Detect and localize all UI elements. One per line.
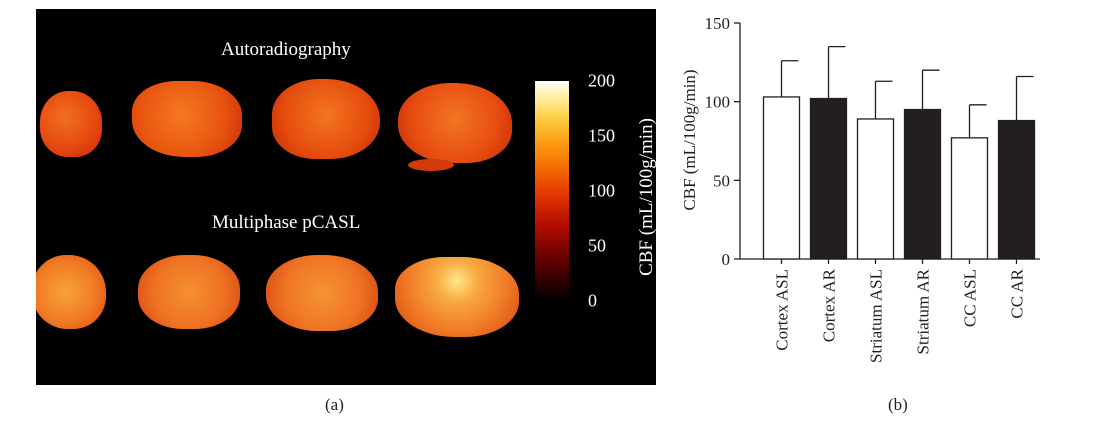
x-tick-label: Striatum AR — [914, 268, 933, 354]
chart-y-tick-labels: 0 50 100 150 — [705, 14, 731, 269]
colorbar-tick: 150 — [588, 125, 615, 146]
caption-b: (b) — [888, 395, 908, 414]
autoradiography-slice-4 — [398, 83, 512, 163]
x-tick-label: Cortex ASL — [773, 269, 792, 351]
colorbar-tick: 0 — [588, 290, 597, 311]
autoradiography-slice-3 — [272, 79, 380, 159]
bar-striatum-asl — [856, 118, 895, 260]
colorbar-tick: 100 — [588, 180, 615, 201]
autoradiography-slice-1 — [40, 91, 102, 157]
pcasl-slice-3 — [266, 255, 378, 331]
mri-image-panel: Autoradiography Multiphase pCASL 200 150… — [36, 9, 656, 385]
x-tick-label: CC AR — [1008, 268, 1027, 318]
multiphase-pcasl-heading: Multiphase pCASL — [212, 212, 361, 233]
bar-cortex-ar — [809, 97, 848, 260]
bar-cc-asl — [950, 137, 989, 260]
autoradiography-slice-2 — [132, 81, 242, 157]
x-tick-label: Striatum ASL — [867, 269, 886, 363]
colorbar-tick: 200 — [588, 70, 615, 91]
chart-x-tick-labels: Cortex ASL Cortex AR Striatum ASL Striatum … — [773, 268, 1027, 363]
cbf-colorbar — [535, 81, 569, 301]
colorbar-label: CBF (mL/100g/min) — [636, 118, 656, 276]
cbf-bar-chart: 0 50 100 150 Cortex ASL Cortex AR Striatum AS… — [680, 14, 1040, 363]
y-tick-label: 100 — [705, 93, 731, 112]
autoradiography-slice-4-fragment — [408, 159, 454, 171]
bar-cortex-asl — [762, 96, 801, 260]
bar-striatum-ar — [903, 108, 942, 260]
caption-a: (a) — [325, 395, 344, 414]
y-tick-label: 0 — [722, 250, 731, 269]
pcasl-slice-1 — [36, 255, 106, 329]
autoradiography-heading: Autoradiography — [221, 39, 351, 60]
pcasl-slice-2 — [138, 255, 240, 329]
y-tick-label: 50 — [713, 171, 730, 190]
y-axis-label: CBF (mL/100g/min) — [680, 69, 699, 210]
pcasl-slice-4 — [395, 257, 519, 337]
colorbar-tick: 50 — [588, 235, 606, 256]
chart-error-bars — [780, 45, 1034, 138]
y-tick-label: 150 — [705, 14, 731, 33]
x-tick-label: Cortex AR — [820, 268, 839, 342]
chart-bars — [762, 96, 1036, 260]
x-tick-label: CC ASL — [961, 269, 980, 327]
bar-cc-ar — [997, 119, 1036, 260]
